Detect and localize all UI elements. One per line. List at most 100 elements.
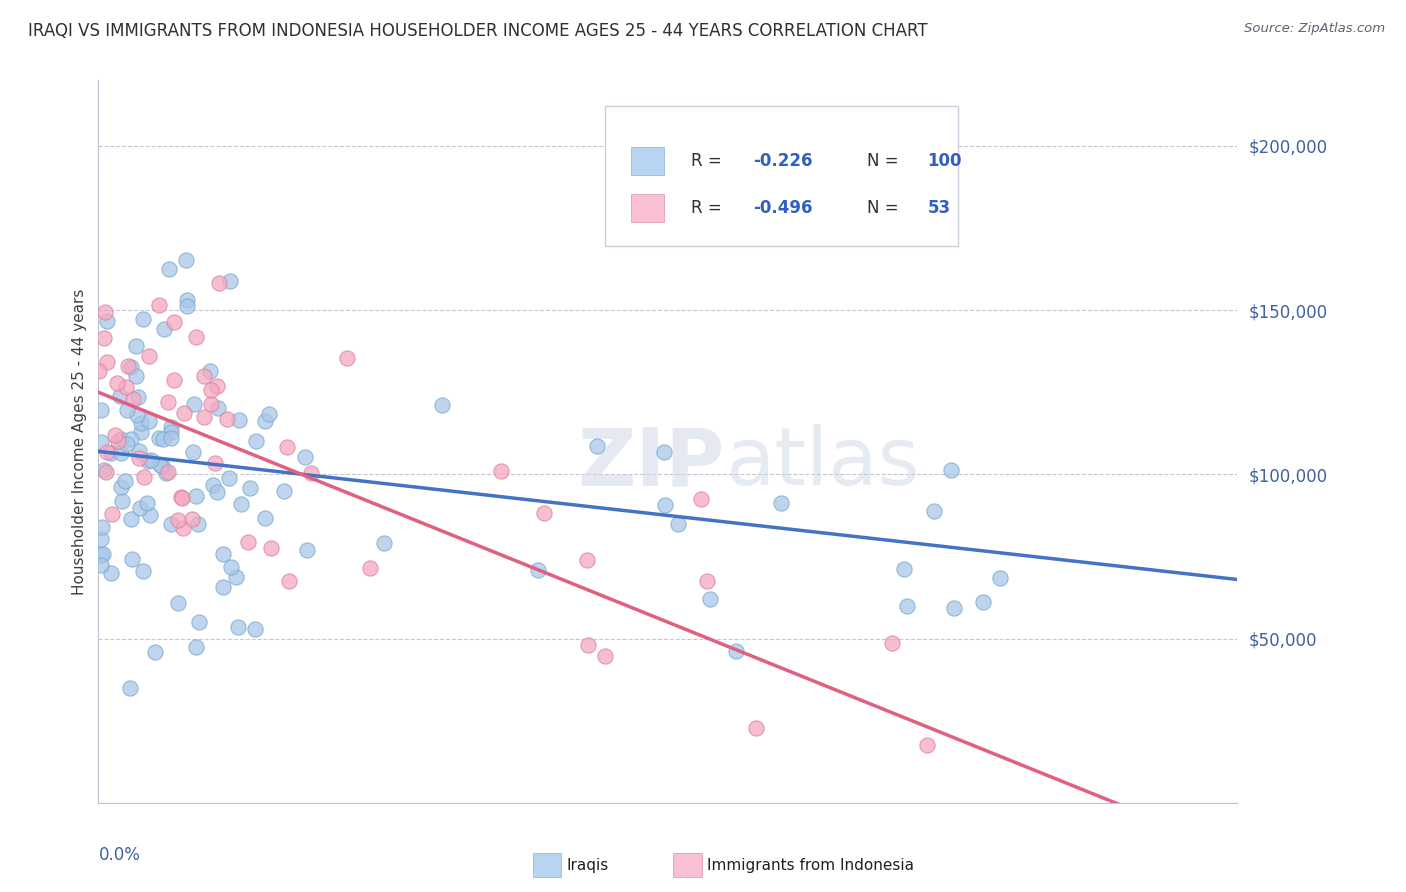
Point bbox=[939, 463, 962, 477]
Point bbox=[893, 562, 915, 576]
Point bbox=[228, 620, 250, 634]
Point bbox=[172, 521, 194, 535]
Point bbox=[121, 552, 143, 566]
Point bbox=[576, 638, 599, 652]
Text: 53: 53 bbox=[928, 199, 950, 217]
Point bbox=[294, 450, 316, 464]
Point bbox=[896, 599, 918, 614]
Point bbox=[212, 580, 235, 594]
Point bbox=[93, 305, 115, 319]
Point bbox=[132, 564, 155, 578]
Point bbox=[125, 369, 148, 384]
Point bbox=[90, 434, 112, 449]
Point bbox=[111, 493, 134, 508]
Point bbox=[163, 315, 186, 329]
Point bbox=[159, 517, 181, 532]
FancyBboxPatch shape bbox=[631, 147, 664, 175]
Point bbox=[160, 425, 183, 439]
Point bbox=[93, 463, 115, 477]
Point bbox=[219, 559, 242, 574]
Point bbox=[114, 475, 136, 489]
Point bbox=[96, 313, 118, 327]
Point bbox=[181, 512, 204, 526]
Point bbox=[205, 378, 228, 392]
Point bbox=[207, 401, 229, 416]
Point bbox=[299, 467, 322, 481]
Point bbox=[91, 547, 114, 561]
Point bbox=[297, 542, 319, 557]
Point bbox=[90, 533, 112, 547]
FancyBboxPatch shape bbox=[605, 105, 959, 246]
Point bbox=[666, 516, 689, 531]
Point bbox=[139, 508, 162, 522]
Point bbox=[186, 489, 208, 503]
Point bbox=[243, 622, 266, 636]
Point bbox=[108, 389, 131, 403]
Point bbox=[129, 425, 152, 439]
Point bbox=[125, 339, 148, 353]
Point bbox=[128, 443, 150, 458]
Point bbox=[100, 446, 122, 460]
Text: -0.496: -0.496 bbox=[754, 199, 813, 217]
Point bbox=[236, 534, 259, 549]
Point bbox=[652, 444, 675, 458]
Point bbox=[880, 636, 903, 650]
Point bbox=[276, 440, 298, 454]
Point bbox=[96, 354, 118, 368]
Point bbox=[173, 406, 195, 420]
Text: Immigrants from Indonesia: Immigrants from Indonesia bbox=[707, 858, 914, 872]
Point bbox=[239, 481, 262, 495]
Point bbox=[120, 360, 142, 375]
Point bbox=[120, 432, 142, 446]
Point bbox=[157, 262, 180, 277]
Point bbox=[90, 548, 112, 562]
Point bbox=[260, 541, 283, 555]
Point bbox=[127, 390, 149, 404]
Text: 100: 100 bbox=[928, 152, 962, 169]
Text: R =: R = bbox=[690, 199, 727, 217]
Text: N =: N = bbox=[868, 152, 904, 169]
Point bbox=[89, 364, 111, 378]
Text: IRAQI VS IMMIGRANTS FROM INDONESIA HOUSEHOLDER INCOME AGES 25 - 44 YEARS CORRELA: IRAQI VS IMMIGRANTS FROM INDONESIA HOUSE… bbox=[28, 22, 928, 40]
Point bbox=[225, 570, 247, 584]
Point bbox=[134, 469, 156, 483]
Point bbox=[118, 681, 141, 695]
Point bbox=[91, 520, 114, 534]
Point bbox=[148, 431, 170, 445]
Point bbox=[200, 396, 222, 410]
Point bbox=[359, 561, 381, 575]
Point bbox=[193, 369, 215, 384]
Point bbox=[253, 414, 276, 428]
Point bbox=[181, 445, 204, 459]
Point bbox=[159, 431, 181, 445]
Point bbox=[257, 407, 280, 421]
Point bbox=[167, 597, 190, 611]
Point bbox=[132, 312, 155, 326]
Point bbox=[576, 553, 599, 567]
Point bbox=[696, 574, 718, 588]
Point bbox=[148, 298, 170, 312]
Point bbox=[117, 436, 139, 450]
Text: Source: ZipAtlas.com: Source: ZipAtlas.com bbox=[1244, 22, 1385, 36]
Point bbox=[120, 512, 142, 526]
Point bbox=[526, 563, 548, 577]
Point bbox=[915, 738, 938, 752]
Point bbox=[135, 496, 157, 510]
Point bbox=[157, 394, 180, 409]
Point bbox=[188, 615, 211, 630]
Point bbox=[187, 517, 209, 532]
Point bbox=[373, 536, 395, 550]
Point bbox=[253, 511, 276, 525]
Point bbox=[115, 402, 138, 417]
Point bbox=[100, 566, 122, 581]
Point bbox=[152, 432, 174, 446]
Point bbox=[172, 491, 194, 505]
Point bbox=[942, 600, 965, 615]
Point bbox=[163, 373, 186, 387]
Point bbox=[430, 398, 453, 412]
Point bbox=[93, 331, 115, 345]
Point bbox=[229, 497, 252, 511]
Point bbox=[125, 408, 148, 422]
Point bbox=[184, 330, 207, 344]
Y-axis label: Householder Income Ages 25 - 44 years: Householder Income Ages 25 - 44 years bbox=[72, 288, 87, 595]
